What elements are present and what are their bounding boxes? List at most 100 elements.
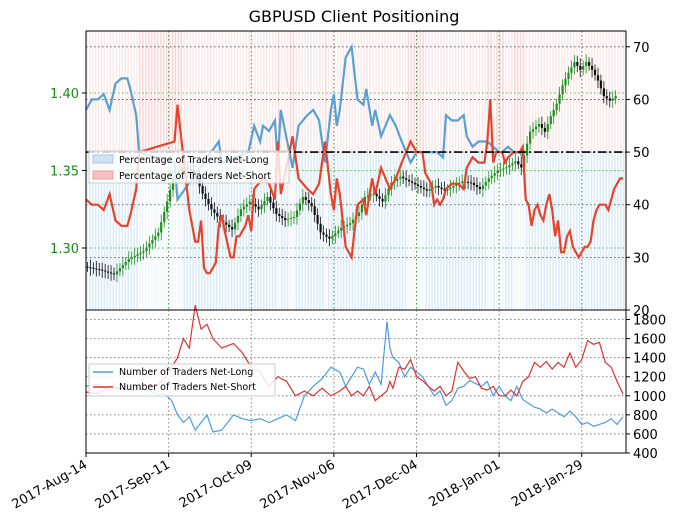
candle-body [201,186,204,194]
band-lower [593,152,596,310]
band-lower [437,152,439,310]
band-lower [623,152,625,310]
band-upper [342,31,345,153]
band-lower [328,152,330,310]
band-upper [490,31,492,153]
band-upper [516,31,519,153]
band-lower [572,152,575,310]
candle-body [101,269,104,271]
candle-body [366,195,369,197]
band-lower [189,152,191,310]
band-upper [407,31,410,153]
band-lower [552,152,554,310]
band-upper [307,31,309,153]
candle-body [591,65,594,70]
band-upper [522,31,525,153]
band-lower [578,152,581,310]
bottom-legend: Number of Traders Net-Long Number of Tra… [88,363,276,397]
candle-body [372,193,375,195]
band-lower [322,152,324,310]
band-upper [165,31,168,153]
band-upper [245,31,247,153]
band-upper [410,31,413,153]
band-upper [413,31,416,153]
band-upper [581,31,584,153]
band-lower [177,152,180,310]
band-upper [381,31,383,153]
band-upper [460,31,463,153]
band-upper [271,31,274,153]
band-upper [224,31,227,153]
band-lower [263,152,265,310]
band-lower [150,152,153,310]
candle-body [171,178,175,190]
candle-body [555,103,558,110]
band-upper [139,31,141,153]
candle-body [328,236,331,239]
band-lower [168,152,171,310]
band-upper [242,31,245,153]
band-lower [446,152,448,310]
candle-body [576,62,579,66]
band-upper [369,31,371,153]
candle-body [121,265,124,269]
band-upper [351,31,354,153]
bottom-legend-box [88,363,276,397]
candle-body [254,204,257,207]
band-upper [510,31,513,153]
count-tick-label: 1600 [633,333,666,348]
band-lower [584,152,587,310]
price-tick-label: 1.40 [50,87,79,102]
candle-body [582,65,585,70]
band-upper [575,31,578,153]
count-axis-ticks: 400 600 800 1000 1200 1400 1600 1800 [626,314,666,462]
band-lower [372,152,374,310]
candle-body [301,196,304,204]
band-lower [162,152,165,310]
band-upper [286,31,289,153]
band-lower [330,152,333,310]
band-upper [257,31,259,153]
band-upper [162,31,165,153]
band-upper [596,31,599,153]
candle-body [133,255,136,258]
band-lower [269,152,271,310]
band-lower [195,152,197,310]
candle-body [292,217,296,218]
band-upper [395,31,398,153]
band-upper [109,31,112,153]
band-upper [325,31,327,153]
band-upper [360,31,363,153]
band-upper [304,31,307,153]
band-lower [153,152,156,310]
candle-body [349,223,352,225]
band-lower [463,152,466,310]
candle-body [573,62,576,68]
band-upper [363,31,366,153]
band-upper [599,31,602,153]
candle-body [608,98,611,101]
bottom-panel: 400 600 800 1000 1200 1400 1600 1800 Number of … [85,305,666,462]
band-upper [133,31,135,153]
band-lower [546,152,548,310]
candle-body [269,196,272,203]
candle-body [204,193,207,199]
candle-body [142,251,145,253]
band-lower [100,152,103,310]
band-lower [212,152,215,310]
band-upper [106,31,109,153]
band-lower [454,152,457,310]
candle-body [313,206,316,215]
candle-body [585,62,588,66]
candle-body [526,143,529,156]
band-lower [617,152,619,310]
candle-body [375,193,378,197]
band-upper [274,31,277,153]
band-upper [605,31,607,153]
count-tick-label: 1400 [633,352,666,367]
candle-body [319,223,322,233]
band-lower [620,152,622,310]
candle-body [534,126,538,130]
band-lower [186,152,188,310]
